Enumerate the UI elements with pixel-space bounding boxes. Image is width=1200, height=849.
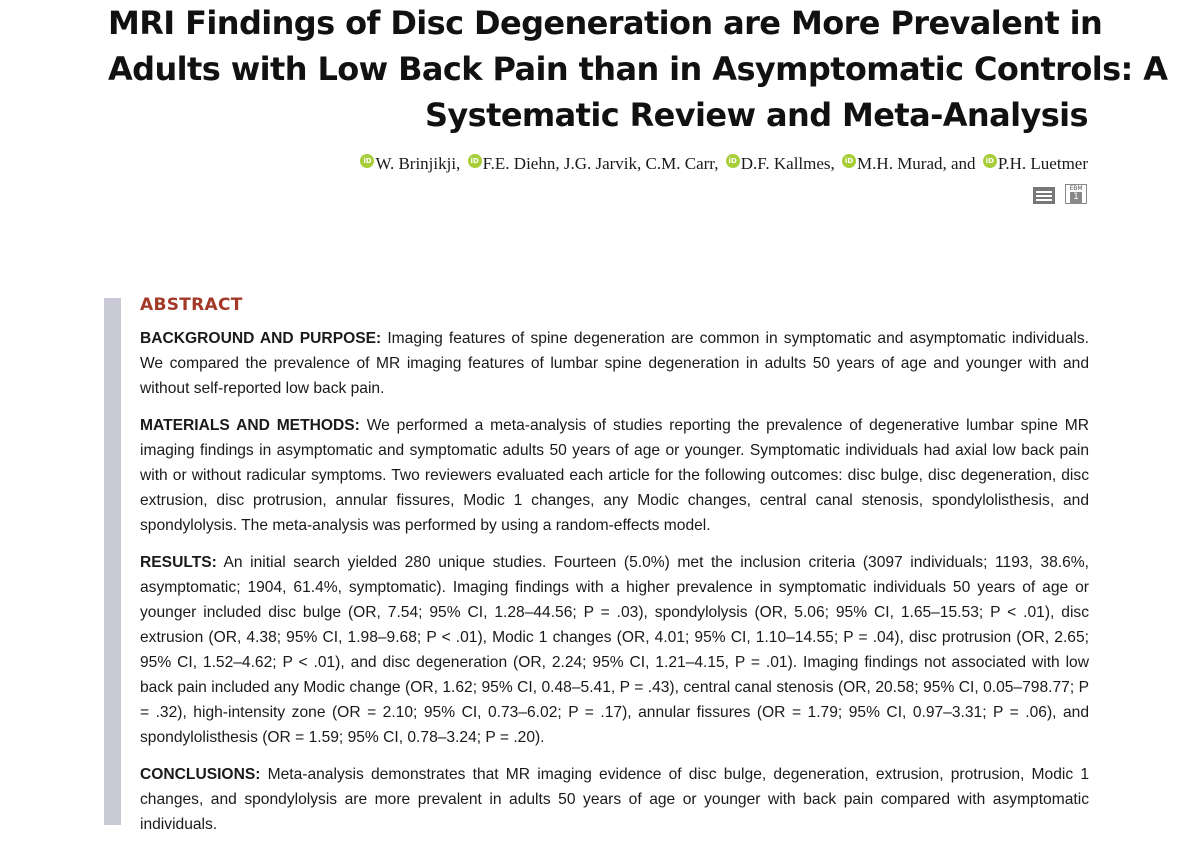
title-line: Adults with Low Back Pain than in Asympt… [108,50,1168,88]
author-name: P.H. Luetmer [997,154,1088,173]
title-line: MRI Findings of Disc Degeneration are Mo… [108,4,1103,42]
abstract: ABSTRACT BACKGROUND AND PURPOSE: Imaging… [140,293,1089,849]
abstract-section-results: RESULTS: An initial search yielded 280 u… [140,550,1089,750]
orcid-icon[interactable]: iD [360,154,375,168]
article-badges: EBM 1 [1033,184,1087,204]
list-icon[interactable] [1033,187,1055,204]
section-text: Imaging features of spine degeneration a… [140,330,1089,397]
author-entry: iD M.H. Murad, and [842,154,976,173]
list-icon-bar [1036,199,1052,201]
section-label: RESULTS: [140,554,217,571]
ebm-level: 1 [1070,192,1082,203]
orcid-icon[interactable]: iD [467,154,482,168]
orcid-icon[interactable]: iD [842,154,857,168]
orcid-icon[interactable]: iD [725,154,740,168]
section-label: BACKGROUND AND PURPOSE: [140,330,382,347]
author-name: F.E. Diehn, J.G. Jarvik, C.M. Carr, [482,154,719,173]
author-entry: iD D.F. Kallmes, [725,154,835,173]
section-label: MATERIALS AND METHODS: [140,417,360,434]
abstract-section-background: BACKGROUND AND PURPOSE: Imaging features… [140,326,1089,401]
author-name: D.F. Kallmes, [740,154,835,173]
author-entry: iD P.H. Luetmer [982,154,1088,173]
orcid-icon[interactable]: iD [982,154,997,168]
author-list: iD W. Brinjikji, iD F.E. Diehn, J.G. Jarvi… [357,152,1088,176]
author-entry: iD W. Brinjikji, [360,154,460,173]
section-label: CONCLUSIONS: [140,766,261,783]
list-icon-bar [1036,195,1052,197]
abstract-section-conclusions: CONCLUSIONS: Meta-analysis demonstrates … [140,762,1089,837]
ebm-badge[interactable]: EBM 1 [1065,184,1087,204]
title-line: Systematic Review and Meta-Analysis [424,96,1089,134]
section-text: Meta-analysis demonstrates that MR imagi… [140,766,1089,833]
section-text: An initial search yielded 280 unique stu… [140,554,1089,746]
ebm-label: EBM [1069,185,1083,192]
section-text: We performed a meta-analysis of studies … [140,417,1089,534]
abstract-side-bar [104,298,121,825]
list-icon-bar [1036,191,1052,193]
abstract-section-methods: MATERIALS AND METHODS: We performed a me… [140,413,1089,538]
article-title: MRI Findings of Disc Degeneration are Mo… [108,0,1168,138]
author-entry: iD F.E. Diehn, J.G. Jarvik, C.M. Carr, [467,154,719,173]
author-name: M.H. Murad, and [857,154,976,173]
abstract-heading: ABSTRACT [140,295,243,315]
author-name: W. Brinjikji, [375,154,461,173]
